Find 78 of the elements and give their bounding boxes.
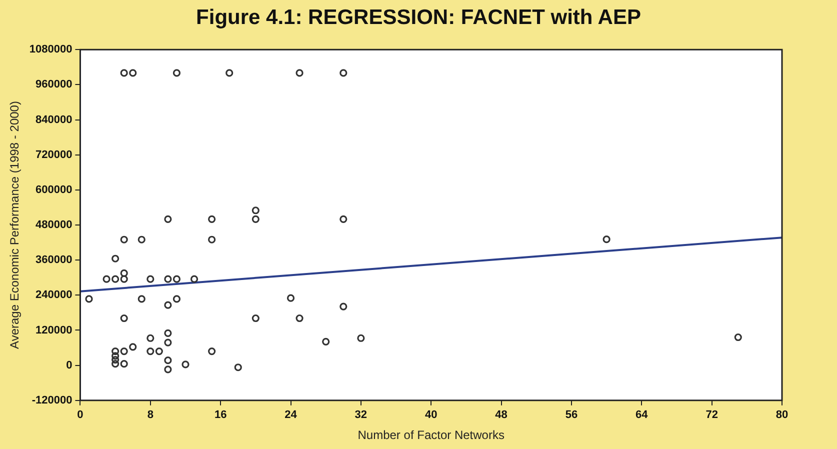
point [252,206,260,214]
x-axis-title: Number of Factor Networks [358,428,504,442]
point [602,236,610,244]
point [120,69,128,77]
point [357,334,365,342]
x-tick-label: 56 [565,409,578,422]
point [322,338,330,346]
point [340,215,348,223]
point [102,275,110,283]
x-tick-label: 48 [495,409,508,422]
x-tick-label: 64 [636,409,649,422]
point [296,69,304,77]
y-tick-label: 840000 [36,114,72,126]
point [164,356,172,364]
point [120,236,128,244]
point [112,352,120,360]
point [85,295,93,303]
point [112,254,120,262]
point [155,347,163,356]
point [164,275,172,283]
point [190,275,198,283]
point [120,314,128,322]
point [146,275,154,283]
point [164,329,172,337]
point [120,269,128,278]
point [172,275,181,283]
point [252,314,260,322]
point [129,343,137,351]
point [234,364,242,372]
chart-title: Figure 4.1: REGRESSION: FACNET with AEP [195,6,642,30]
y-axis-title: Average Economic Performance (1998 - 2000) [8,101,22,349]
point [340,69,348,77]
point [146,347,154,356]
y-tick-label: 960000 [36,78,72,91]
point [208,236,216,244]
point [164,366,172,374]
point [164,215,172,223]
point [112,347,120,356]
point [146,334,154,342]
point [112,360,120,368]
y-tick-label: 240000 [36,289,72,302]
y-tick-label: 360000 [36,254,72,266]
point [296,314,304,322]
x-tick-label: 72 [706,409,718,422]
point [252,215,260,223]
point [120,360,128,368]
x-tick-label: 16 [214,409,227,422]
point [226,69,234,77]
point [164,301,172,309]
point [734,333,742,342]
point [112,356,120,364]
x-tick-label: 32 [354,409,368,422]
point [112,275,120,283]
point [182,360,190,368]
point [208,347,216,356]
point [208,215,216,223]
y-tick-label: 480000 [36,219,72,232]
point [340,302,348,310]
y-tick-label: 600000 [36,184,72,196]
point [172,295,181,303]
x-tick-label: 24 [284,409,298,422]
point [286,294,295,302]
point [172,69,181,77]
point [138,295,146,303]
y-tick-label: -120000 [32,394,72,406]
point [164,338,172,346]
y-tick-label: 720000 [36,148,72,161]
x-tick-label: 0 [77,409,84,422]
y-tick-label: 0 [66,359,72,372]
point [129,69,137,77]
x-tick-label: 80 [776,409,788,422]
point [120,275,128,283]
y-tick-label: 1080000 [29,44,72,56]
point [138,236,146,244]
x-tick-label: 40 [424,409,438,422]
point [120,347,128,356]
y-tick-label: 120000 [36,324,72,336]
x-tick-label: 8 [147,409,154,422]
